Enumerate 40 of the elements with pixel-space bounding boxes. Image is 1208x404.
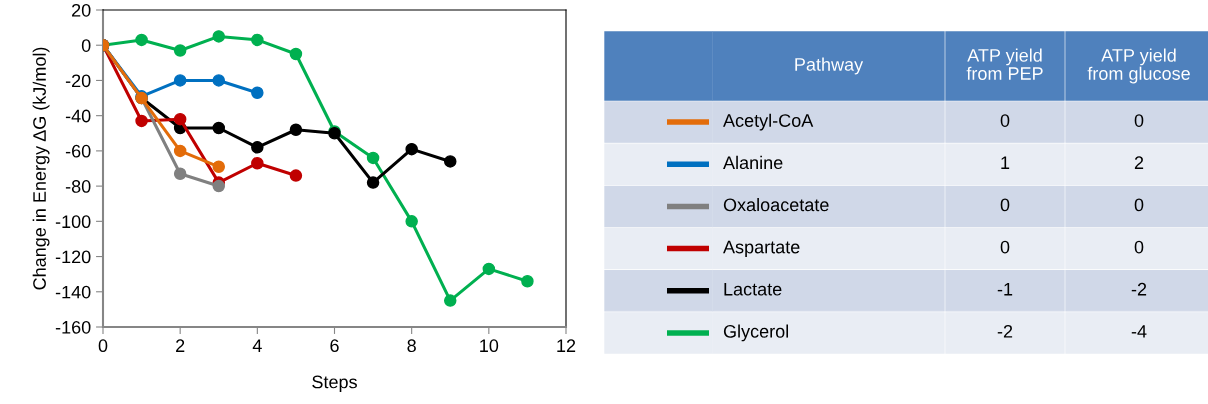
data-label: 2	[1134, 156, 1144, 169]
data-label: -2	[997, 324, 1013, 338]
x-tick-label: 12	[557, 339, 576, 352]
data-label: 0	[1134, 198, 1144, 212]
y-tick-label: -160	[55, 320, 91, 334]
legend-title: Pathway	[795, 57, 864, 75]
x-tick-label: 8	[407, 339, 416, 353]
y-tick-label: 0	[81, 39, 91, 52]
data-label: 0	[1134, 240, 1144, 254]
y-tick-label: 20	[72, 3, 91, 17]
category-label: ATP yield from PEP	[966, 48, 1043, 80]
x-tick-label: 4	[252, 339, 262, 352]
x-tick-label: 0	[98, 339, 108, 353]
x-axis-title: Steps	[312, 375, 357, 392]
data-label: 0	[1134, 114, 1144, 127]
y-tick-label: -140	[55, 285, 91, 299]
legend-label: Acetyl-CoA	[723, 113, 814, 131]
category-label: ATP yield from glucose	[1087, 48, 1190, 84]
y-tick-label: -80	[65, 180, 91, 193]
data-label: 0	[1000, 240, 1010, 254]
x-tick-label: 10	[480, 339, 499, 353]
legend-label: Oxaloacetate	[723, 198, 829, 212]
legend-label: Glycerol	[723, 324, 789, 342]
legend-label: Lactate	[724, 283, 782, 296]
x-tick-label: 6	[330, 339, 339, 353]
y-tick-label: -120	[55, 250, 91, 264]
data-label: -1	[997, 283, 1013, 296]
y-tick-label: -20	[65, 74, 91, 88]
data-label: 0	[1000, 198, 1010, 212]
data-label: 1	[1001, 156, 1010, 169]
x-tick-label: 2	[176, 339, 185, 352]
legend-label: Alanine	[723, 155, 783, 170]
y-tick-label: -40	[65, 109, 91, 123]
y-tick-label: -60	[65, 144, 91, 158]
data-label: -2	[1131, 282, 1147, 296]
data-label: -4	[1131, 325, 1147, 338]
legend-label: Aspartate	[723, 240, 800, 257]
y-tick-label: -100	[55, 215, 91, 229]
y-axis-title: Change in Energy ΔG (kJ/mol)	[32, 47, 50, 290]
data-label: 0	[1000, 114, 1010, 127]
